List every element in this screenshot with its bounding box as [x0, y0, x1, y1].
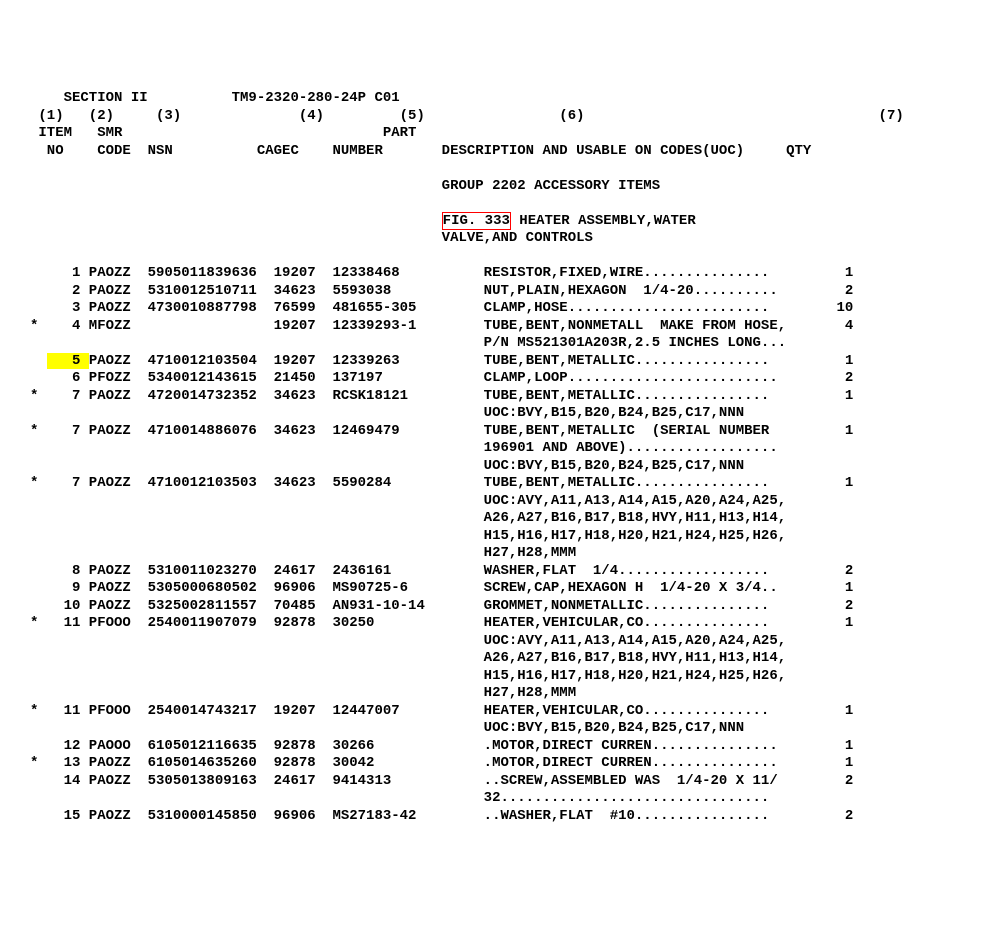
table-row: 14 PAOZZ 5305013809163 24617 9414313 ..S… [30, 773, 969, 791]
table-row: 2 PAOZZ 5310012510711 34623 5593038 NUT,… [30, 283, 969, 301]
table-row: 5 PAOZZ 4710012103504 19207 12339263 TUB… [30, 353, 969, 371]
table-row: UOC:BVY,B15,B20,B24,B25,C17,NNN [30, 458, 969, 476]
table-row: * 7 PAOZZ 4710014886076 34623 12469479 T… [30, 423, 969, 441]
table-row: UOC:BVY,B15,B20,B24,B25,C17,NNN [30, 720, 969, 738]
table-row: UOC:BVY,B15,B20,B24,B25,C17,NNN [30, 405, 969, 423]
table-row: * 11 PFOOO 2540011907079 92878 30250 HEA… [30, 615, 969, 633]
table-row: H27,H28,MMM [30, 545, 969, 563]
blank [30, 248, 969, 266]
header-line1: ITEM SMR PART [30, 125, 969, 143]
blank [30, 160, 969, 178]
table-row: H15,H16,H17,H18,H20,H21,H24,H25,H26, [30, 528, 969, 546]
table-row: UOC:AVY,A11,A13,A14,A15,A20,A24,A25, [30, 633, 969, 651]
header-colnums: (1) (2) (3) (4) (5) (6) (7) [30, 108, 969, 126]
table-row: * 7 PAOZZ 4720014732352 34623 RCSK18121 … [30, 388, 969, 406]
fig-line: FIG. 333 HEATER ASSEMBLY,WATER [30, 213, 969, 231]
fig-box: FIG. 333 [442, 212, 511, 230]
table-row: 3 PAOZZ 4730010887798 76599 481655-305 C… [30, 300, 969, 318]
table-row: A26,A27,B16,B17,B18,HVY,H11,H13,H14, [30, 650, 969, 668]
document-root: SECTION II TM9-2320-280-24P C01 (1) (2) … [30, 90, 969, 825]
table-row: * 11 PFOOO 2540014743217 19207 12447007 … [30, 703, 969, 721]
header-line2: NO CODE NSN CAGEC NUMBER DESCRIPTION AND… [30, 143, 969, 161]
table-row: H15,H16,H17,H18,H20,H21,H24,H25,H26, [30, 668, 969, 686]
header-section: SECTION II TM9-2320-280-24P C01 [30, 90, 969, 108]
table-row: * 13 PAOZZ 6105014635260 92878 30042 .MO… [30, 755, 969, 773]
table-row: 1 PAOZZ 5905011839636 19207 12338468 RES… [30, 265, 969, 283]
table-row: 10 PAOZZ 5325002811557 70485 AN931-10-14… [30, 598, 969, 616]
table-row: 15 PAOZZ 5310000145850 96906 MS27183-42 … [30, 808, 969, 826]
highlighted-item: 5 [47, 353, 89, 369]
table-row: * 4 MFOZZ 19207 12339293-1 TUBE,BENT,NON… [30, 318, 969, 336]
table-row: 32................................ [30, 790, 969, 808]
table-row: 6 PFOZZ 5340012143615 21450 137197 CLAMP… [30, 370, 969, 388]
table-row: 9 PAOZZ 5305000680502 96906 MS90725-6 SC… [30, 580, 969, 598]
table-row: 196901 AND ABOVE).................. [30, 440, 969, 458]
table-row: P/N MS521301A203R,2.5 INCHES LONG... [30, 335, 969, 353]
blank [30, 195, 969, 213]
group-line: GROUP 2202 ACCESSORY ITEMS [30, 178, 969, 196]
table-row: 12 PAOOO 6105012116635 92878 30266 .MOTO… [30, 738, 969, 756]
table-row: A26,A27,B16,B17,B18,HVY,H11,H13,H14, [30, 510, 969, 528]
table-row: UOC:AVY,A11,A13,A14,A15,A20,A24,A25, [30, 493, 969, 511]
fig-line2: VALVE,AND CONTROLS [30, 230, 969, 248]
table-row: * 7 PAOZZ 4710012103503 34623 5590284 TU… [30, 475, 969, 493]
table-row: 8 PAOZZ 5310011023270 24617 2436161 WASH… [30, 563, 969, 581]
table-row: H27,H28,MMM [30, 685, 969, 703]
